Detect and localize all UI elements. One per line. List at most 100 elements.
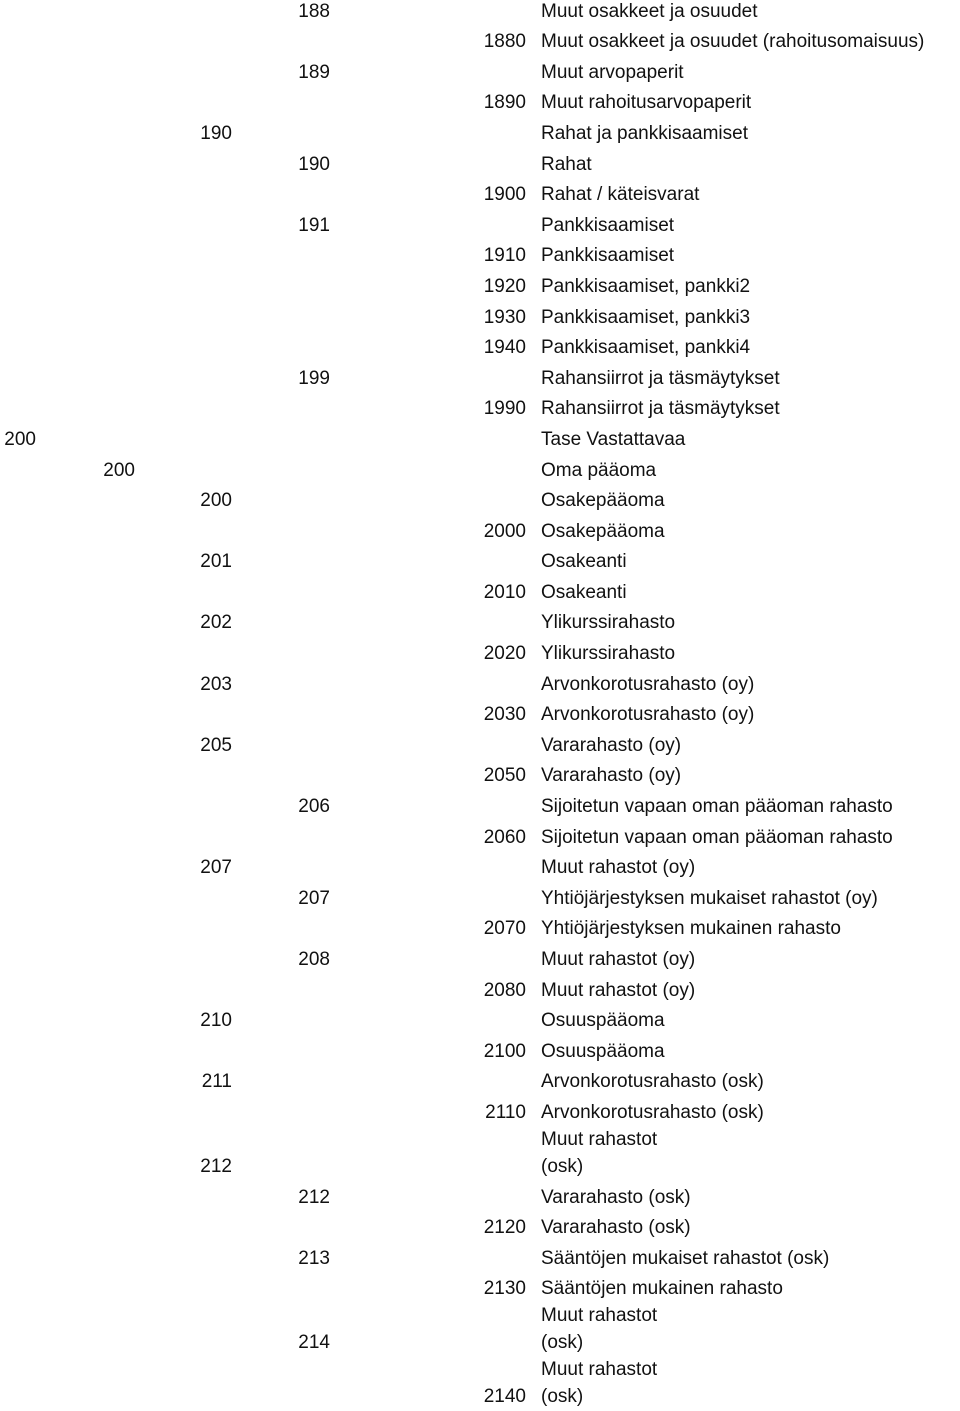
account-row: 1900 Rahat / käteisvarat (0, 178, 960, 209)
account-code: 1920 (483, 275, 526, 297)
account-row: 200 Osakepääoma (0, 484, 960, 515)
account-label: Muut rahastot (oy) (541, 857, 696, 879)
account-row: 213 Sääntöjen mukaiset rahastot (osk) (0, 1241, 960, 1272)
account-code: 206 (298, 796, 330, 818)
account-row: 190 Rahat ja pankkisaamiset (0, 116, 960, 147)
account-row: 203 Arvonkorotusrahasto (oy) (0, 667, 960, 698)
account-row: 202 Ylikurssirahasto (0, 606, 960, 637)
account-code: 2100 (483, 1040, 526, 1062)
account-label: Muut arvopaperit (541, 61, 684, 83)
account-code: 2140 (483, 1386, 526, 1408)
account-code: 200 (103, 459, 135, 481)
account-label: Pankkisaamiset, pankki4 (541, 337, 751, 359)
account-code: 205 (200, 734, 232, 756)
account-code: 2050 (483, 765, 526, 787)
account-code: 1910 (483, 245, 526, 267)
account-label: Rahat / käteisvarat (541, 184, 700, 206)
account-label: Ylikurssirahasto (541, 612, 676, 634)
account-label: Muut rahastot (osk) (541, 1305, 658, 1354)
account-label: Tase Vastattavaa (541, 428, 686, 450)
account-code: 212 (298, 1186, 330, 1208)
account-code: 207 (298, 887, 330, 909)
account-code: 189 (298, 61, 330, 83)
account-label: Arvonkorotusrahasto (oy) (541, 704, 755, 726)
account-code: 1990 (483, 398, 526, 420)
account-row: 2020 Ylikurssirahasto (0, 636, 960, 667)
account-code: 211 (201, 1071, 232, 1093)
account-code: 2080 (483, 979, 526, 1001)
account-label: Pankkisaamiset, pankki2 (541, 275, 751, 297)
account-row: 1880 Muut osakkeet ja osuudet (rahoitusom… (0, 25, 960, 56)
account-code: 203 (200, 673, 232, 695)
account-label: Sääntöjen mukainen rahasto (541, 1278, 783, 1300)
account-code: 190 (298, 153, 330, 175)
account-label: Osuuspääoma (541, 1040, 665, 1062)
account-code: 1880 (483, 31, 526, 53)
account-label: Muut rahastot (osk) (541, 1128, 658, 1177)
account-row: 2110 Arvonkorotusrahasto (osk) (0, 1095, 960, 1126)
account-code: 2000 (483, 520, 526, 542)
account-row: 212 Muut rahastot (osk) (0, 1126, 960, 1180)
account-code: 2060 (483, 826, 526, 848)
account-row: 190 Rahat (0, 147, 960, 178)
account-code: 191 (298, 214, 330, 236)
account-row: 201 Osakeanti (0, 545, 960, 576)
account-row: 2080 Muut rahastot (oy) (0, 973, 960, 1004)
account-label: Muut rahoitusarvopaperit (541, 92, 752, 114)
account-label: Vararahasto (osk) (541, 1217, 691, 1239)
account-row: 2050 Vararahasto (oy) (0, 759, 960, 790)
account-row: 2140 Muut rahastot (osk) (0, 1356, 960, 1410)
account-label: Arvonkorotusrahasto (osk) (541, 1101, 764, 1123)
account-code: 190 (200, 122, 232, 144)
account-label: Pankkisaamiset, pankki3 (541, 306, 751, 328)
account-code: 200 (200, 490, 232, 512)
account-code: 1940 (483, 337, 526, 359)
account-row: 1930 Pankkisaamiset, pankki3 (0, 300, 960, 331)
account-label: Oma pääoma (541, 459, 657, 481)
account-row: 1990 Rahansiirrot ja täsmäytykset (0, 392, 960, 423)
account-code: 208 (298, 949, 330, 970)
account-row: 2000 Osakepääoma (0, 514, 960, 545)
account-row: 207 Yhtiöjärjestyksen mukaiset rahastot (… (0, 881, 960, 912)
account-row: 199 Rahansiirrot ja täsmäytykset (0, 361, 960, 392)
account-row: 211 Arvonkorotusrahasto (osk) (0, 1065, 960, 1096)
account-row: 1920 Pankkisaamiset, pankki2 (0, 269, 960, 300)
account-row: 191 Pankkisaamiset (0, 208, 960, 239)
account-row: 2100 Osuuspääoma (0, 1034, 960, 1065)
account-row: 208 Muut rahastot (oy) (0, 942, 960, 973)
account-label: Yhtiöjärjestyksen mukaiset rahastot (oy) (541, 887, 878, 909)
account-label: Sijoitetun vapaan oman pääoman rahasto (541, 826, 893, 848)
account-row: 1890 Muut rahoitusarvopaperit (0, 86, 960, 117)
account-label: Muut osakkeet ja osuudet (541, 0, 758, 22)
account-label: Muut rahastot (osk) (541, 1359, 658, 1408)
account-row: 2070 Yhtiöjärjestyksen mukainen rahasto (0, 912, 960, 943)
account-code: 199 (298, 367, 330, 389)
account-code: 1890 (483, 92, 526, 114)
account-label: Osuuspääoma (541, 1010, 665, 1032)
account-code: 2110 (485, 1101, 526, 1123)
account-row: 188 Muut osakkeet ja osuudet (0, 0, 960, 25)
account-code: 1900 (483, 184, 526, 206)
account-label: Rahansiirrot ja täsmäytykset (541, 398, 780, 420)
account-code: 2070 (483, 918, 526, 940)
account-code: 2130 (483, 1278, 526, 1300)
account-label: Sijoitetun vapaan oman pääoman rahasto (541, 796, 893, 818)
account-code: 2120 (483, 1217, 526, 1239)
account-label: Vararahasto (osk) (541, 1186, 691, 1208)
account-row: 2010 Osakeanti (0, 575, 960, 606)
account-code: 212 (200, 1155, 232, 1177)
account-label: Osakepääoma (541, 520, 665, 542)
account-label: Muut rahastot (oy) (541, 979, 696, 1001)
account-code: 210 (200, 1010, 232, 1032)
account-row: 1940 Pankkisaamiset, pankki4 (0, 331, 960, 362)
account-label: Pankkisaamiset (541, 214, 675, 236)
account-code: 202 (200, 612, 232, 634)
account-code: 1930 (483, 306, 526, 328)
account-code: 200 (4, 428, 36, 450)
account-label: Osakeanti (541, 581, 627, 603)
account-row: 212 Vararahasto (osk) (0, 1180, 960, 1211)
account-label: Arvonkorotusrahasto (oy) (541, 673, 755, 695)
account-row: 1910 Pankkisaamiset (0, 239, 960, 270)
account-code: 207 (200, 857, 232, 879)
account-row: 189 Muut arvopaperit (0, 55, 960, 86)
